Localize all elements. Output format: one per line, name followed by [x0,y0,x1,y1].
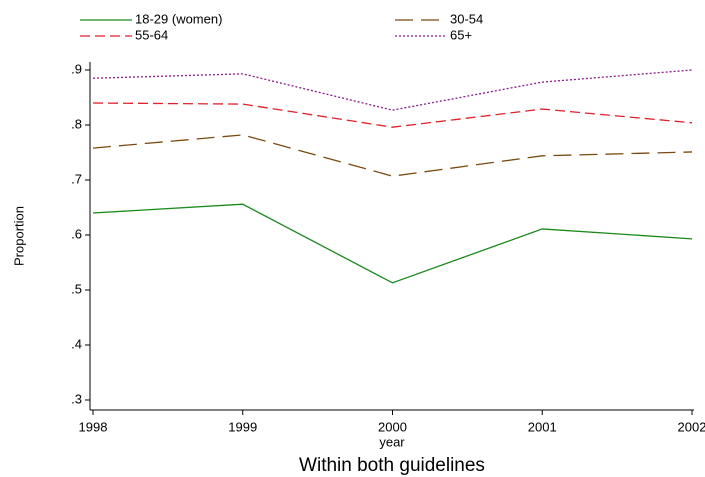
x-tick-label: 2002 [678,419,705,434]
series-line [92,69,693,111]
series-line [92,102,693,128]
x-tick-label: 1998 [79,419,108,434]
series-line [92,203,693,284]
y-tick-label: .8 [71,116,82,131]
y-tick-label: .6 [71,226,82,241]
x-tick-label: 2001 [528,419,557,434]
y-tick-label: .9 [71,61,82,76]
legend-label: 30-54 [450,11,483,26]
legend-label: 55-64 [135,27,168,42]
y-tick-label: .5 [71,281,82,296]
x-tick-label: 1999 [228,419,257,434]
y-tick-label: .4 [71,336,82,351]
series-line [92,134,693,177]
legend-label: 18-29 (women) [135,11,222,26]
x-axis-label: year [379,434,405,449]
y-tick-label: .3 [71,391,82,406]
y-axis-label: Proportion [11,206,26,266]
y-tick-label: .7 [71,171,82,186]
chart-title: Within both guidelines [299,455,485,476]
legend-label: 65+ [450,27,472,42]
x-tick-label: 2000 [378,419,407,434]
